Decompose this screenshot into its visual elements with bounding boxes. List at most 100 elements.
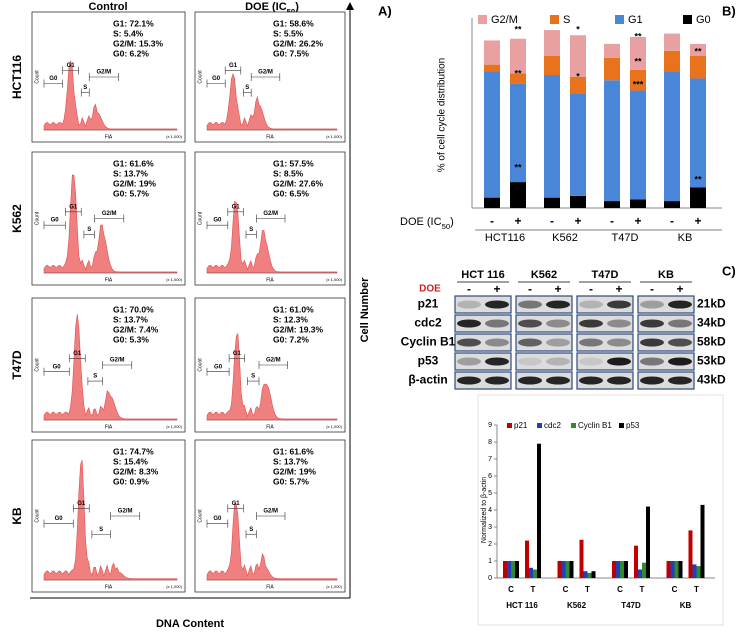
- stat-line: S: 13.7%: [113, 168, 148, 178]
- bar: [579, 539, 584, 578]
- group-label: T47D: [621, 601, 641, 610]
- bar-segment: [570, 94, 586, 196]
- bar-segment: [604, 201, 620, 208]
- axis-name: FlA: [266, 134, 274, 140]
- stat-line: S: 12.3%: [273, 314, 308, 324]
- bar: [569, 561, 574, 578]
- bar: [587, 572, 592, 578]
- bar: [678, 561, 683, 578]
- bar: [525, 540, 529, 578]
- band: [668, 376, 692, 385]
- y-tick-label: 3: [488, 524, 492, 531]
- gate-label: G1: [232, 501, 241, 507]
- sign: -: [467, 282, 471, 296]
- stat-line: G2/M: 8.3%: [113, 466, 159, 476]
- gate-label: G1: [73, 351, 82, 357]
- text-part: DOE (IC: [400, 216, 442, 228]
- axis-name: FlA: [266, 277, 274, 283]
- significance: *: [576, 24, 580, 34]
- significance: ***: [633, 79, 644, 89]
- gate-label: G1: [69, 204, 78, 210]
- bar-segment: [664, 201, 680, 208]
- gate-label: G2/M: [263, 211, 278, 217]
- bar: [612, 561, 616, 578]
- histogram: [206, 501, 338, 581]
- blot-strip: [515, 352, 573, 371]
- bar-segment: [510, 38, 526, 74]
- stat-line: S: 5.4%: [113, 28, 144, 38]
- bar: [620, 561, 624, 578]
- axis-name: Count: [34, 70, 40, 84]
- band: [607, 319, 631, 328]
- gate-label: G0: [51, 218, 60, 224]
- stat-line: S: 13.7%: [113, 314, 148, 324]
- stat-line: G0: 5.7%: [273, 476, 309, 486]
- blot-strip: [576, 352, 634, 371]
- gate-label: S: [87, 227, 91, 233]
- blot-strip: [515, 314, 573, 333]
- blot-strip: [637, 352, 695, 371]
- band: [668, 338, 692, 347]
- column-header: DOE (IC50): [245, 1, 299, 16]
- stat-line: G2/M: 27.6%: [273, 178, 324, 188]
- protein-label: cdc2: [414, 316, 442, 330]
- group-label: T47D: [612, 232, 639, 244]
- gate-label: G0: [53, 364, 62, 370]
- band: [546, 300, 570, 309]
- gate-label: G0: [49, 76, 58, 82]
- histogram: [43, 174, 178, 274]
- stat-line: S: 15.4%: [113, 456, 148, 466]
- bar-segment: [630, 90, 646, 200]
- band: [518, 319, 542, 328]
- histogram: [206, 72, 338, 131]
- bar: [700, 504, 705, 578]
- axis-name: Count: [197, 70, 203, 84]
- group-label: K562: [552, 232, 578, 244]
- blot-strip: [576, 333, 634, 352]
- size-label: 43kD: [697, 373, 726, 387]
- stat-line: G2/M: 26.2%: [273, 38, 324, 48]
- blot-strip: [576, 314, 634, 333]
- legend-label: G2/M: [491, 14, 518, 26]
- x-tick-label: C: [508, 585, 514, 594]
- y-tick-label: 0: [488, 575, 492, 582]
- histogram: [206, 200, 338, 274]
- band: [518, 338, 542, 347]
- stat-line: S: 5.5%: [273, 28, 304, 38]
- legend-swatch: [550, 15, 559, 24]
- x-tick-label: C: [672, 585, 678, 594]
- band: [579, 357, 603, 366]
- gate-label: S: [245, 85, 249, 91]
- axis-name: (x 1,000): [166, 424, 182, 429]
- chart-frame: [477, 394, 724, 626]
- bar-segment: [570, 195, 586, 208]
- cell-line-label: KB: [658, 269, 674, 281]
- stat-line: G0: 6.2%: [113, 48, 149, 58]
- panel-label: A): [378, 3, 392, 18]
- stat-line: G1: 58.6%: [273, 18, 314, 28]
- axis-name: FlA: [105, 277, 113, 283]
- cell-line-label: K562: [531, 269, 557, 281]
- group-label: HCT116: [485, 232, 525, 244]
- bar-segment: [544, 56, 560, 75]
- band: [546, 357, 570, 366]
- band: [607, 376, 631, 385]
- bar-segment: [690, 43, 706, 56]
- histogram: [206, 332, 338, 421]
- x-tick-label: C: [617, 585, 623, 594]
- x-tick-label: -: [490, 214, 494, 228]
- arrow-head: [346, 2, 354, 10]
- protein-label: p53: [418, 354, 439, 368]
- stat-line: G2/M: 15.3%: [113, 38, 164, 48]
- gate-label: G2/M: [263, 509, 278, 515]
- gate-label: G0: [213, 218, 222, 224]
- bar-segment: [484, 71, 500, 198]
- histogram: [43, 460, 178, 581]
- stat-line: G0: 5.3%: [113, 334, 149, 344]
- size-label: 34kD: [697, 316, 726, 330]
- stat-line: G2/M: 19.3%: [273, 324, 324, 334]
- bar: [674, 561, 679, 578]
- x-tick-label: +: [514, 214, 521, 228]
- band: [546, 319, 570, 328]
- cell-line-label: T47D: [592, 269, 619, 281]
